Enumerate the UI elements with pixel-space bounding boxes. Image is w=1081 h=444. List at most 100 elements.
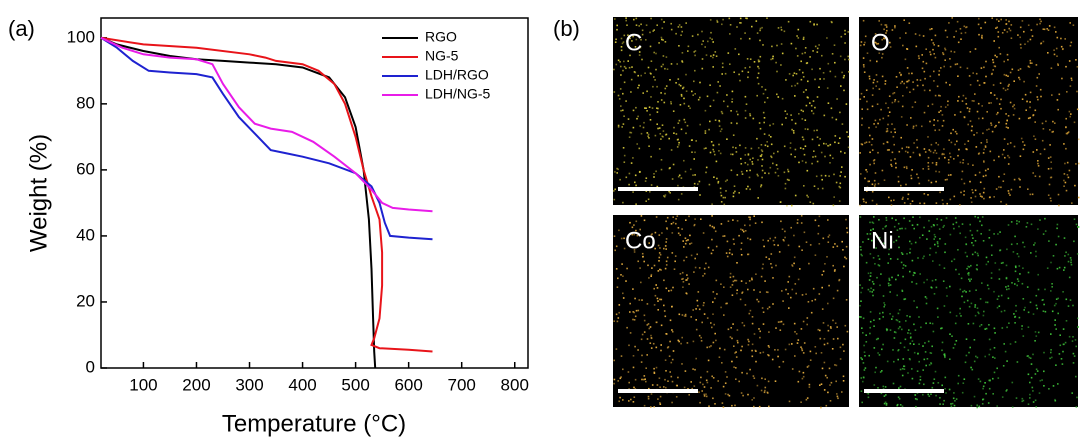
map-dot <box>699 96 701 99</box>
map-dot <box>974 240 977 242</box>
map-dot <box>969 51 972 53</box>
map-dot <box>984 355 986 358</box>
map-dot <box>614 171 616 173</box>
map-dot <box>639 125 641 127</box>
map-dot <box>902 267 904 269</box>
map-dot <box>711 326 713 329</box>
map-dot <box>687 239 689 241</box>
map-dot <box>625 176 628 179</box>
map-dot <box>861 358 863 361</box>
map-dot <box>729 336 732 338</box>
map-dot <box>910 174 912 177</box>
map-dot <box>732 280 735 283</box>
map-dot <box>914 394 917 396</box>
map-dot <box>999 82 1002 84</box>
map-dot <box>731 253 733 256</box>
map-dot <box>836 98 838 100</box>
map-dot <box>1029 397 1031 399</box>
map-dot <box>818 144 820 147</box>
map-dot <box>683 159 685 162</box>
map-dot <box>898 150 901 153</box>
map-dot <box>991 254 993 256</box>
map-dot <box>841 240 843 243</box>
map-dot <box>671 232 674 234</box>
map-dot <box>893 143 895 146</box>
map-dot <box>961 170 964 173</box>
map-dot <box>993 371 996 374</box>
map-dot <box>769 237 771 240</box>
map-dot <box>933 238 935 240</box>
map-dot <box>1006 119 1008 122</box>
map-dot <box>629 332 632 334</box>
legend-label: NG-5 <box>425 48 459 64</box>
map-dot <box>1050 290 1052 292</box>
map-dot <box>623 81 626 84</box>
map-dot <box>830 327 832 329</box>
map-dot <box>869 275 872 277</box>
y-tick-label: 40 <box>76 225 95 244</box>
map-dot <box>650 347 653 349</box>
map-dot <box>764 88 767 91</box>
map-dot <box>754 222 757 224</box>
map-dot <box>1067 132 1069 134</box>
map-dot <box>613 190 615 192</box>
map-dot <box>827 391 829 394</box>
map-dot <box>740 163 743 165</box>
map-dot <box>768 258 770 260</box>
map-dot <box>888 196 890 199</box>
map-dot <box>1022 298 1025 300</box>
map-dot <box>724 393 727 395</box>
map-dot <box>895 166 897 169</box>
map-dot <box>847 146 850 149</box>
map-dot <box>883 37 886 40</box>
map-dot <box>986 141 988 143</box>
map-dot <box>954 114 956 116</box>
map-dot <box>671 401 673 404</box>
map-dot <box>711 215 713 217</box>
map-dot <box>834 322 837 324</box>
map-dot <box>712 301 714 303</box>
map-dot <box>899 368 902 371</box>
map-dot <box>796 219 799 221</box>
map-dot <box>683 97 685 100</box>
map-dot <box>1032 151 1035 153</box>
map-dot <box>794 355 796 357</box>
map-dot <box>968 305 971 308</box>
map-dot <box>735 147 737 149</box>
map-dot <box>995 113 998 116</box>
map-dot <box>929 150 932 153</box>
map-dot <box>1022 335 1025 337</box>
map-dot <box>771 57 774 60</box>
map-dot <box>1045 120 1047 123</box>
map-image <box>859 17 1078 205</box>
map-dot <box>794 148 797 151</box>
map-dot <box>944 179 947 181</box>
map-dot <box>847 55 849 58</box>
map-dot <box>986 111 988 113</box>
map-dot <box>731 101 733 103</box>
map-dot <box>740 37 742 40</box>
map-dot <box>658 42 660 44</box>
map-dot <box>641 333 644 336</box>
map-dot <box>659 386 661 388</box>
map-dot <box>617 94 620 97</box>
map-dot <box>891 217 893 220</box>
map-dot <box>860 41 863 43</box>
map-dot <box>963 289 966 292</box>
map-dot <box>670 101 672 103</box>
map-dot <box>989 379 991 381</box>
map-dot <box>1022 141 1024 143</box>
map-dot <box>1000 200 1002 203</box>
map-dot <box>1075 345 1077 348</box>
map-dot <box>896 229 899 231</box>
map-dot <box>703 147 706 150</box>
map-dot <box>977 254 979 257</box>
map-dot <box>666 346 669 349</box>
map-dot <box>977 216 979 219</box>
map-dot <box>762 239 764 241</box>
map-dot <box>1063 266 1066 269</box>
map-dot <box>617 126 620 128</box>
map-dot <box>617 124 620 127</box>
map-dot <box>882 142 885 145</box>
map-dot <box>770 156 773 159</box>
